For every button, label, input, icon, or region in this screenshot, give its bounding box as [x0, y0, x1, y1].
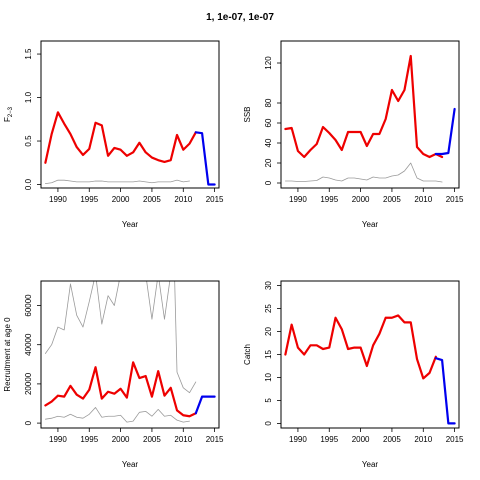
x-tick-label: 2010	[414, 195, 432, 204]
x-tick-label: 1990	[49, 435, 67, 444]
chart-panels: 1990 1995 2000 2005 2010 20150.00.51.01.5Year…	[3, 40, 464, 469]
x-tick-label: 1990	[49, 195, 67, 204]
x-axis-label: Year	[122, 460, 139, 469]
forecast-line-2	[434, 357, 456, 425]
x-tick-label: 2015	[206, 435, 224, 444]
ci-line-2	[44, 281, 120, 354]
y-tick-label: 80	[264, 98, 273, 107]
chart-panel-2: 1990 1995 2000 2005 2010 2015 0 20 40 60 80 120 Year…	[243, 40, 464, 229]
ci-line-1	[44, 179, 190, 185]
x-tick-label: 1995	[80, 435, 98, 444]
y-tick-label: 20	[264, 158, 273, 167]
y-tick-label: 0	[24, 420, 33, 425]
plot-frame	[40, 280, 220, 429]
x-axis-label: Year	[362, 220, 379, 229]
x-tick-label: 2010	[174, 195, 192, 204]
y-tick-label: 120	[264, 56, 273, 70]
figure-title: 1, 1e-07, 1e-07	[206, 12, 274, 23]
y-tick-label: 15	[264, 350, 273, 359]
y-tick-label: 25	[264, 304, 273, 313]
x-tick-label: 1990	[289, 435, 307, 444]
y-tick-label: 30	[264, 281, 273, 290]
y-tick-label: 0	[264, 180, 273, 185]
y-tick-label: 60	[264, 118, 273, 127]
forecast-line-6	[194, 395, 216, 415]
chart-panel-4: 1990 1995 2000 2005 2010 2015 0 5 10 15 20 25 30 Year…	[243, 280, 464, 469]
ci-line-3	[146, 281, 171, 320]
plot-area	[284, 54, 456, 183]
y-axis-label-subscript: 2−3	[8, 106, 14, 117]
y-tick-label: 0	[264, 421, 273, 426]
plot-frame	[280, 40, 460, 189]
x-tick-label: 1995	[80, 195, 98, 204]
plot-area	[284, 314, 456, 425]
x-tick-label: 2015	[206, 195, 224, 204]
y-tick-label: 40	[264, 138, 273, 147]
x-tick-label: 2015	[446, 435, 464, 444]
x-axis-label: Year	[362, 460, 379, 469]
y-tick-label: 40000	[24, 333, 33, 356]
y-axis-label: SSB	[243, 106, 252, 122]
x-tick-label: 2005	[383, 435, 401, 444]
x-tick-label: 1995	[320, 195, 338, 204]
y-tick-label: 1.5	[24, 48, 33, 60]
x-tick-label: 2005	[143, 435, 161, 444]
y-tick-label: 0.0	[24, 178, 33, 190]
x-tick-label: 2015	[446, 195, 464, 204]
y-axis-label: Recruitment at age 0	[3, 317, 12, 392]
y-tick-label: 20000	[24, 372, 33, 395]
ci-line-1	[44, 407, 190, 423]
x-tick-label: 2010	[414, 435, 432, 444]
y-tick-label: 1.0	[24, 91, 33, 103]
x-tick-label: 1995	[320, 435, 338, 444]
y-axis-label: Catch	[243, 344, 252, 365]
forecast-line-3	[194, 131, 216, 186]
plot-area	[44, 281, 216, 423]
x-tick-label: 2000	[112, 195, 130, 204]
y-tick-label: 10	[264, 372, 273, 381]
x-axis-label: Year	[122, 220, 139, 229]
y-tick-label: 0.5	[24, 135, 33, 147]
x-tick-label: 2000	[352, 435, 370, 444]
x-tick-label: 2005	[143, 195, 161, 204]
y-tick-label: 60000	[24, 294, 33, 317]
y-tick-label: 5	[264, 398, 273, 403]
ci-line-4	[174, 281, 197, 394]
plot-frame	[40, 40, 220, 189]
fit-line-1	[284, 314, 437, 380]
fit-line-2	[284, 54, 444, 159]
chart-panel-1: 1990 1995 2000 2005 2010 2015 0.0 0.5 1.0 1.5 Year…	[3, 40, 224, 229]
x-tick-label: 2005	[383, 195, 401, 204]
forecast-line-3	[434, 107, 456, 156]
x-tick-label: 2000	[112, 435, 130, 444]
plot-area	[44, 111, 216, 186]
x-tick-label: 2010	[174, 435, 192, 444]
fit-line-2	[44, 111, 197, 164]
x-tick-label: 1990	[289, 195, 307, 204]
ci-line-1	[284, 162, 443, 183]
y-tick-label: 20	[264, 327, 273, 336]
fit-line-5	[44, 361, 197, 418]
y-axis-label: F2−3	[3, 106, 14, 122]
chart-panel-3: 1990 1995 2000 2005 2010 2015 0 20000 40000 60000…	[3, 280, 224, 469]
x-tick-label: 2000	[352, 195, 370, 204]
